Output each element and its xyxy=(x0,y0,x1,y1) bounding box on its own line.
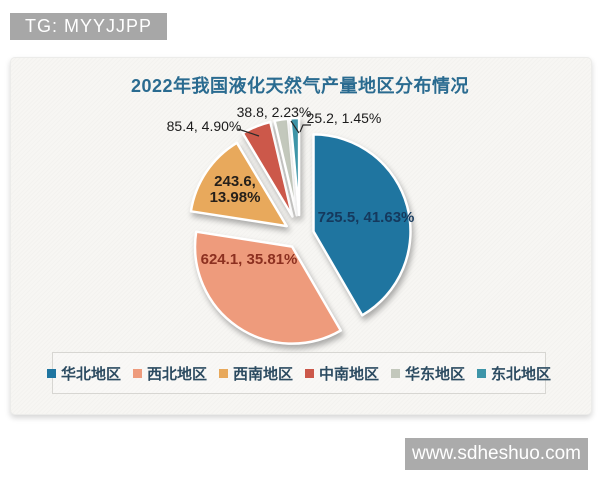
legend-swatch-icon xyxy=(305,368,314,378)
legend-item: 华北地区 xyxy=(46,363,121,384)
chart-title: 2022年我国液化天然气产量地区分布情况 xyxy=(130,76,470,96)
legend-label: 东北地区 xyxy=(491,365,552,383)
label-leader-line xyxy=(237,128,260,137)
pie-chart: 725.5, 41.63% 624.1, 35.81% 243.6, 13.98% 85… xyxy=(167,104,415,345)
pie-slice xyxy=(312,133,412,317)
pie-slice xyxy=(289,116,301,217)
legend-item: 中南地区 xyxy=(305,363,379,384)
website-watermark: www.sdheshuo.com xyxy=(405,438,588,470)
legend-label: 中南地区 xyxy=(319,365,380,383)
legend-label: 西北地区 xyxy=(146,365,207,383)
legend-label: 华东地区 xyxy=(405,365,466,383)
slice-label: 85.4, 4.90% xyxy=(167,118,242,134)
slice-label: 25.2, 1.45% xyxy=(307,110,382,126)
pie-slice xyxy=(241,120,294,218)
chart-legend: 华北地区 西北地区 西南地区 中南地区 华东地区 东北地区 xyxy=(46,352,551,394)
slice-label: 725.5, 41.63% xyxy=(318,209,415,226)
label-leader-line xyxy=(290,120,300,134)
legend-item: 西南地区 xyxy=(218,363,293,384)
legend-item: 东北地区 xyxy=(477,363,551,384)
pie-slice xyxy=(189,141,288,228)
legend-item: 华东地区 xyxy=(391,363,465,384)
legend-swatch-icon xyxy=(132,368,142,378)
slice-label: 243.6, 13.98% xyxy=(210,173,261,206)
telegram-watermark: TG: MYYJJPP xyxy=(10,13,168,40)
legend-swatch-icon xyxy=(391,368,401,378)
slice-label: 38.8, 2.23% xyxy=(237,104,312,120)
legend-item: 西北地区 xyxy=(132,363,207,384)
legend-label: 华北地区 xyxy=(60,365,121,383)
legend-swatch-icon xyxy=(46,368,56,378)
pie-slice xyxy=(193,230,343,345)
legend-swatch-icon xyxy=(477,368,487,378)
chart-card xyxy=(10,57,592,415)
legend-swatch-icon xyxy=(218,368,228,378)
pie-slice xyxy=(273,117,299,217)
legend-label: 西南地区 xyxy=(232,365,293,383)
label-leader-line xyxy=(299,124,311,133)
slice-label: 624.1, 35.81% xyxy=(201,251,298,268)
